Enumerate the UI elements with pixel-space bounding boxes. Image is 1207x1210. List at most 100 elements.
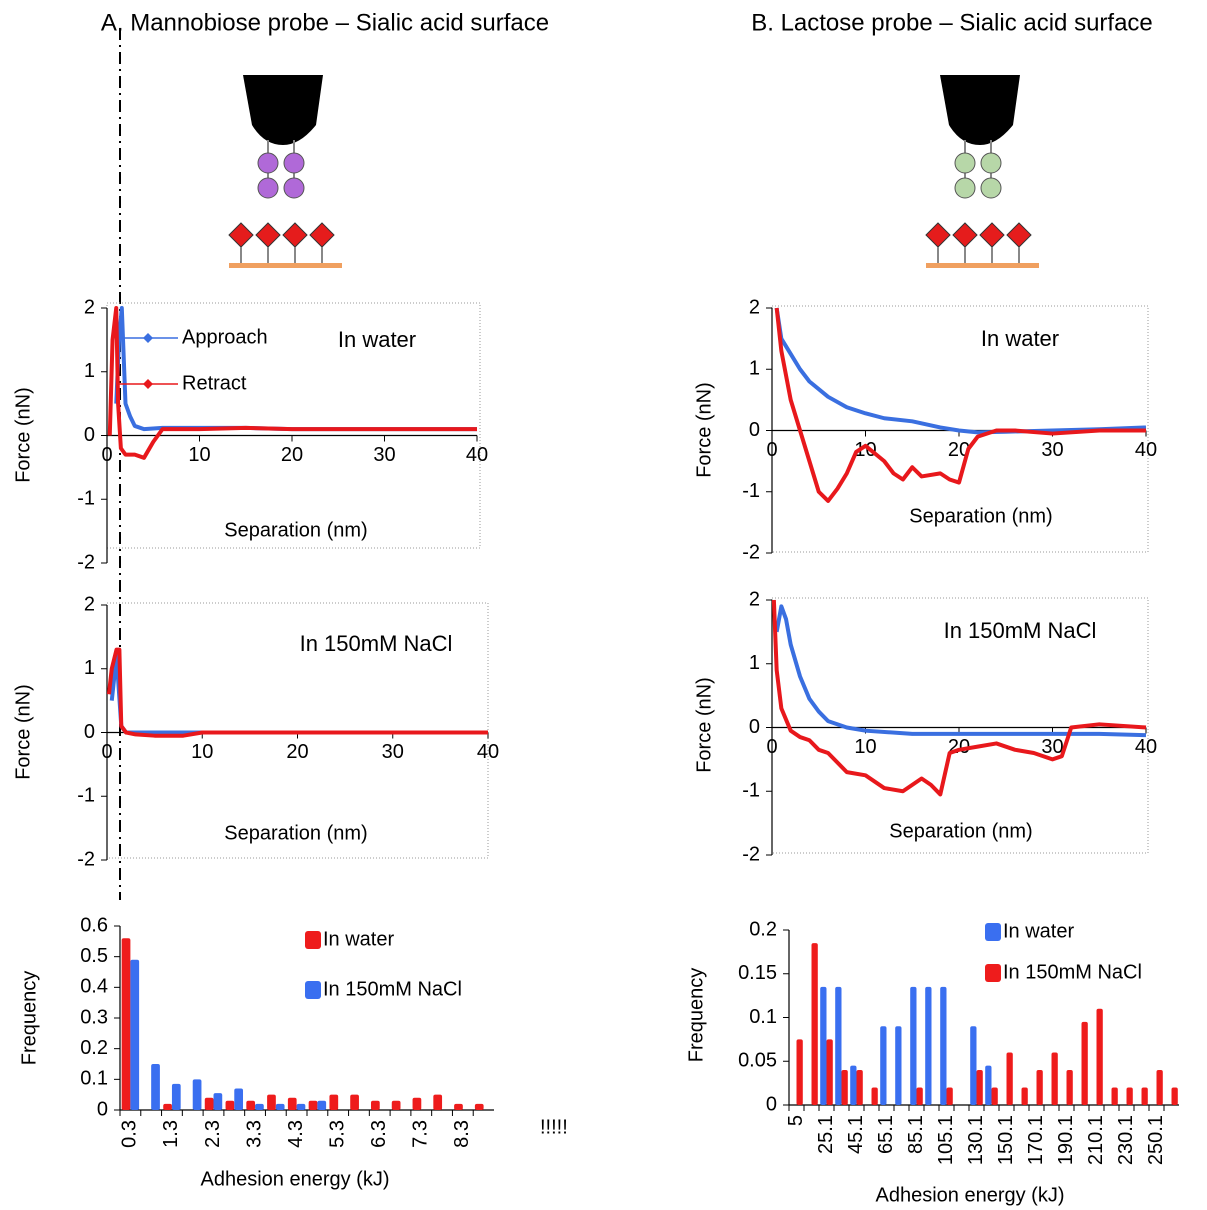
x-tick-label: 2.3 bbox=[202, 1120, 224, 1148]
y-tick-label: 0.2 bbox=[80, 1037, 108, 1059]
bar bbox=[213, 1093, 223, 1110]
x-tick-label: 5.3 bbox=[326, 1120, 348, 1148]
y-axis-label: Force (nN) bbox=[12, 684, 34, 780]
x-axis-label: Separation (nm) bbox=[224, 822, 367, 844]
legend-label: In water bbox=[1003, 920, 1074, 942]
panel-title: A. Mannobiose probe – Sialic acid surfac… bbox=[101, 9, 549, 36]
series-line bbox=[774, 604, 1147, 738]
x-tick-label: 10 bbox=[854, 439, 876, 461]
x-tick-label: 20 bbox=[286, 741, 308, 763]
bar bbox=[796, 1039, 803, 1105]
x-axis-label: Adhesion energy (kJ) bbox=[201, 1168, 390, 1190]
legend-marker bbox=[143, 379, 153, 389]
bar bbox=[267, 1094, 276, 1110]
legend-label: In 150mM NaCl bbox=[323, 978, 462, 1000]
y-tick-label: 2 bbox=[749, 296, 760, 318]
bar bbox=[1036, 1070, 1043, 1105]
x-axis-label: Separation (nm) bbox=[224, 519, 367, 541]
series-line bbox=[771, 599, 1147, 797]
y-tick-label: 2 bbox=[84, 593, 95, 615]
x-tick-label: 40 bbox=[1135, 439, 1157, 461]
y-axis-label: Force (nN) bbox=[693, 677, 715, 773]
legend-label: In water bbox=[323, 928, 394, 950]
x-tick-label: 10 bbox=[191, 741, 213, 763]
y-tick-label: -1 bbox=[742, 780, 760, 802]
bar bbox=[1111, 1087, 1118, 1105]
plot-frame bbox=[771, 305, 1149, 553]
x-tick-label: 0 bbox=[766, 736, 777, 758]
y-tick-label: 0 bbox=[749, 716, 760, 738]
x-tick-label: 20 bbox=[281, 444, 303, 466]
series-line bbox=[107, 306, 477, 460]
y-tick-label: 0.5 bbox=[80, 945, 108, 967]
legend-marker bbox=[143, 333, 153, 343]
bar bbox=[255, 1103, 264, 1110]
y-tick-label: 0.3 bbox=[80, 1006, 108, 1028]
y-tick-label: 0 bbox=[84, 721, 95, 743]
bar bbox=[317, 1100, 327, 1110]
x-tick-label: 6.3 bbox=[368, 1120, 390, 1148]
x-tick-label: 150.1 bbox=[995, 1115, 1017, 1165]
y-tick-label: 1 bbox=[84, 657, 95, 679]
bar bbox=[1006, 1052, 1013, 1105]
x-tick-label: 250.1 bbox=[1145, 1115, 1167, 1165]
y-axis-label: Force (nN) bbox=[12, 387, 34, 483]
bar bbox=[350, 1094, 359, 1110]
y-tick-label: 0.1 bbox=[80, 1068, 108, 1090]
x-tick-label: 1.3 bbox=[160, 1120, 182, 1148]
bar bbox=[308, 1100, 318, 1110]
x-tick-label: 45.1 bbox=[845, 1115, 867, 1154]
bar bbox=[171, 1083, 181, 1110]
bar bbox=[1171, 1087, 1178, 1105]
y-tick-label: -2 bbox=[77, 551, 95, 573]
y-tick-label: 0.1 bbox=[749, 1006, 777, 1028]
bar bbox=[192, 1079, 202, 1110]
bar bbox=[925, 986, 932, 1105]
y-tick-label: 0.4 bbox=[80, 976, 108, 998]
legend-label: In 150mM NaCl bbox=[1003, 961, 1142, 983]
bar bbox=[1156, 1070, 1163, 1105]
bar bbox=[163, 1103, 172, 1110]
x-axis-label: Adhesion energy (kJ) bbox=[876, 1184, 1065, 1206]
bar bbox=[940, 986, 947, 1105]
bar bbox=[826, 1039, 833, 1105]
bar bbox=[1141, 1087, 1148, 1105]
bar bbox=[895, 1026, 902, 1105]
y-tick-label: -2 bbox=[77, 848, 95, 870]
bar bbox=[433, 1094, 443, 1110]
chart-title: In water bbox=[981, 326, 1059, 351]
plot-frame bbox=[106, 302, 481, 549]
bar bbox=[454, 1103, 463, 1110]
y-tick-label: 0.15 bbox=[738, 962, 777, 984]
bar bbox=[871, 1087, 878, 1105]
bar bbox=[976, 1070, 983, 1105]
legend-swatch bbox=[985, 964, 1001, 982]
legend-swatch bbox=[305, 981, 321, 999]
x-tick-label: 0 bbox=[101, 444, 112, 466]
y-tick-label: 1 bbox=[749, 358, 760, 380]
bar bbox=[916, 1087, 923, 1105]
x-tick-label: 40 bbox=[1135, 736, 1157, 758]
probe-icon-a bbox=[228, 75, 342, 268]
y-tick-label: 0.2 bbox=[749, 918, 777, 940]
y-tick-label: 0 bbox=[84, 424, 95, 446]
y-tick-label: 2 bbox=[84, 296, 95, 318]
annotation: !!!!! bbox=[540, 1116, 568, 1138]
bar bbox=[811, 943, 818, 1105]
x-tick-label: 7.3 bbox=[410, 1120, 432, 1148]
x-tick-label: 30 bbox=[1041, 736, 1063, 758]
bar bbox=[130, 959, 140, 1110]
bar bbox=[234, 1088, 244, 1110]
x-tick-label: 4.3 bbox=[285, 1120, 307, 1148]
y-tick-label: -1 bbox=[77, 785, 95, 807]
x-tick-label: 230.1 bbox=[1115, 1115, 1137, 1165]
bar bbox=[856, 1070, 863, 1105]
bar bbox=[412, 1097, 422, 1110]
bar bbox=[1066, 1070, 1073, 1105]
series-line bbox=[109, 654, 488, 735]
x-tick-label: 5 bbox=[785, 1115, 807, 1126]
bar bbox=[391, 1100, 401, 1110]
bar bbox=[946, 1087, 953, 1105]
y-axis-label: Frequency bbox=[685, 968, 707, 1063]
x-tick-label: 210.1 bbox=[1085, 1115, 1107, 1165]
